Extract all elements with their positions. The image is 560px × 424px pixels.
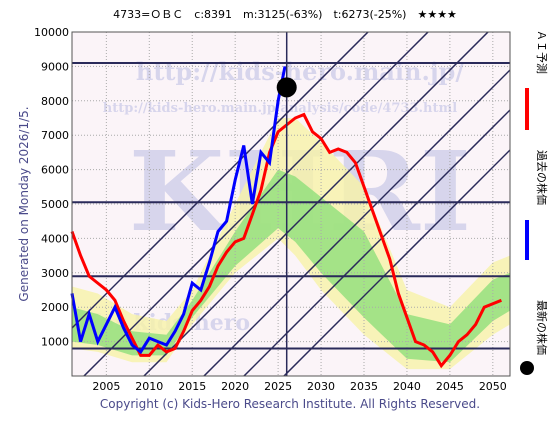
x-tick-label: 2035 (350, 380, 378, 393)
y-tick-label: 7000 (41, 129, 69, 142)
y-tick-label: 9000 (41, 60, 69, 73)
trend-line (72, 32, 370, 330)
x-tick-label: 2040 (393, 380, 421, 393)
x-tick-label: 2020 (221, 380, 249, 393)
legend-label: ＡＩ予測 (535, 30, 549, 74)
y-tick-label: 4000 (41, 232, 69, 245)
x-tick-label: 2015 (178, 380, 206, 393)
y-tick-label: 6000 (41, 164, 69, 177)
watermark: http://kids-hero.main.jp/ (136, 57, 464, 86)
latest-point (276, 77, 297, 98)
y-tick-label: 10000 (34, 26, 69, 39)
top-layer (70, 32, 510, 376)
legend-label: 最新の株価 (535, 300, 549, 355)
trend-line (282, 148, 510, 376)
series-line (70, 66, 287, 355)
legend-label: 過去の株価 (535, 150, 549, 205)
y-tick-label: 3000 (41, 267, 69, 280)
footer: Copyright (c) Kids-Hero Research Institu… (100, 397, 480, 411)
chart-title: 4733=ＯＢＣ c:8391 m:3125(-63%) t:6273(-25%… (113, 8, 457, 21)
trend-line (82, 32, 430, 376)
y-tick-label: 5000 (41, 198, 69, 211)
x-tick-label: 2005 (92, 380, 120, 393)
x-tick-label: 2010 (135, 380, 163, 393)
legend-marker (520, 361, 534, 375)
y-tick-label: 8000 (41, 95, 69, 108)
x-tick-label: 2045 (436, 380, 464, 393)
plot-layer: http://kids-hero.main.jp/http://kids-her… (72, 32, 510, 376)
side-label: Generated on Monday 2026/1/5. (17, 106, 31, 301)
forecast-band (72, 169, 510, 363)
x-tick-label: 2050 (479, 380, 507, 393)
x-tick-label: 2025 (264, 380, 292, 393)
trend-line (202, 68, 510, 376)
trend-line (242, 108, 510, 376)
y-tick-label: 2000 (41, 301, 69, 314)
y-tick-label: 1000 (41, 336, 69, 349)
x-tick-label: 2030 (307, 380, 335, 393)
plot-frame (71, 31, 511, 377)
watermark: http://kids-hero.main.jp/analysis/code/4… (103, 101, 458, 116)
